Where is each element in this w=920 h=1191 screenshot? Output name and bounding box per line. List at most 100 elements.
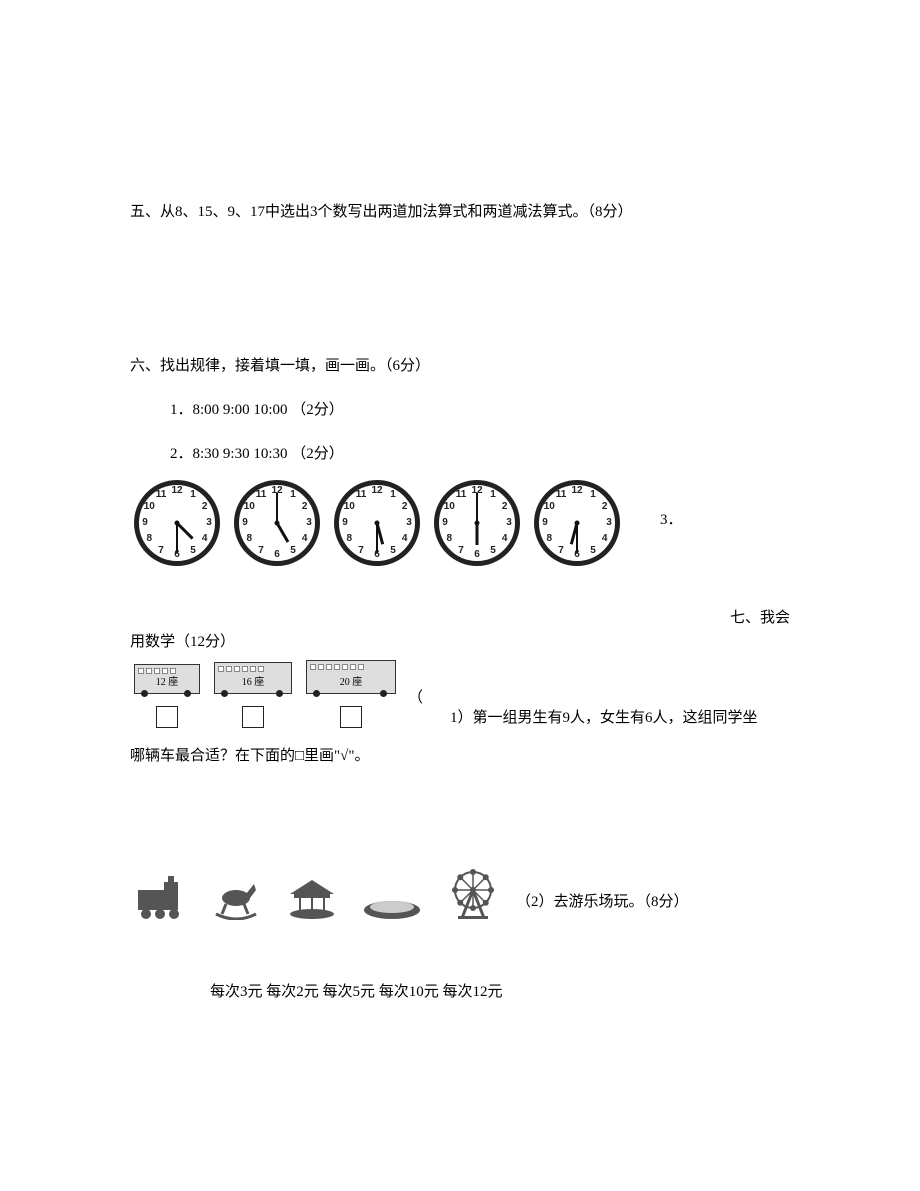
minute-hand [276,493,278,523]
clock-number: 2 [602,499,608,515]
clock-number: 5 [390,543,396,559]
clock-number: 10 [444,499,455,515]
toy-train-icon [134,876,188,920]
clock-number: 11 [456,487,467,503]
clock-number: 6 [274,547,280,563]
clock-number: 5 [490,543,496,559]
clock-number: 11 [356,487,367,503]
clock-number: 1 [490,487,496,503]
bus-label: 16 座 [242,675,265,691]
clock-4: 123456789101112 [434,480,520,566]
minute-hand [476,493,478,523]
clock-number: 3 [406,515,412,531]
prices-row: 每次3元 每次2元 每次5元 每次10元 每次12元 [130,980,790,1004]
clock-number: 10 [344,499,355,515]
clock-number: 2 [302,499,308,515]
clock-number: 1 [190,487,196,503]
clock-number: 7 [258,543,264,559]
clock-center [475,521,480,526]
bus-option-3: 20 座 [306,660,396,728]
q7-head-cont: 用数学（12分） [130,630,790,654]
clock-number: 2 [202,499,208,515]
open-paren: （ [408,686,423,710]
clock-number: 12 [571,483,582,499]
clock-center [375,521,380,526]
clock-number: 4 [502,531,508,547]
q6-sub2: 2．8:30 9:30 10:30 （2分） [130,442,790,466]
minute-hand [576,523,578,553]
clock-number: 1 [590,487,596,503]
clock-number: 8 [447,531,453,547]
minute-hand [176,523,178,553]
clock-number: 11 [556,487,567,503]
checkbox[interactable] [242,706,264,728]
clock-number: 6 [474,547,480,563]
checkbox[interactable] [156,706,178,728]
clock-number: 12 [371,483,382,499]
q7-sub2-text: （2）去游乐场玩。（8分） [516,890,689,914]
q5-text: 五、从8、15、9、17中选出3个数写出两道加法算式和两道减法算式。（8分） [130,200,790,224]
minute-hand [376,523,378,553]
carousel-icon [284,878,340,920]
bus-icon: 16 座 [214,662,292,694]
clock-center [275,521,280,526]
clock-number: 4 [302,531,308,547]
question-5: 五、从8、15、9、17中选出3个数写出两道加法算式和两道减法算式。（8分） [130,200,790,224]
clock-number: 7 [558,543,564,559]
clock-number: 11 [256,487,267,503]
clock-number: 3 [306,515,312,531]
clock-number: 7 [158,543,164,559]
clock-number: 4 [602,531,608,547]
clocks-row: 1234567891011121234567891011121234567891… [134,480,620,566]
ferris-wheel-icon [444,868,502,920]
rocking-horse-icon [210,878,262,920]
clock-number: 10 [244,499,255,515]
clock-3: 123456789101112 [334,480,420,566]
clock-number: 9 [542,515,548,531]
clock-center [575,521,580,526]
clock-number: 8 [347,531,353,547]
clock-number: 10 [144,499,155,515]
bus-option-2: 16 座 [214,662,292,728]
clock-number: 3 [206,515,212,531]
clock-number: 8 [547,531,553,547]
bus-icon: 20 座 [306,660,396,694]
q6-sub1: 1．8:00 9:00 10:00 （2分） [130,398,790,422]
clock-number: 12 [171,483,182,499]
clock-number: 4 [402,531,408,547]
clock-number: 2 [502,499,508,515]
clock-number: 9 [242,515,248,531]
bumper-boat-icon [362,890,422,920]
clock-2: 123456789101112 [234,480,320,566]
clock-number: 7 [358,543,364,559]
clock-number: 5 [590,543,596,559]
bus-row: 12 座 16 座 20 座 [134,660,396,728]
clock-number: 11 [156,487,167,503]
clock-center [175,521,180,526]
bus-icon: 12 座 [134,664,200,694]
q7-sub1-text: 1）第一组男生有9人，女生有6人，这组同学坐 [450,710,758,726]
clock-number: 5 [290,543,296,559]
checkbox[interactable] [340,706,362,728]
clock-number: 1 [290,487,296,503]
hour-hand [476,523,479,545]
q6-sub3-label: 3． [660,508,683,532]
clock-number: 3 [606,515,612,531]
q7-sub1-cont: 哪辆车最合适？在下面的□里画"√"。 [130,748,370,764]
clock-number: 10 [544,499,555,515]
clock-number: 8 [247,531,253,547]
clock-number: 8 [147,531,153,547]
clock-number: 9 [442,515,448,531]
clock-number: 5 [190,543,196,559]
q7-head: 七、我会 [130,606,790,630]
bus-label: 12 座 [156,675,179,691]
clock-number: 9 [142,515,148,531]
q6-text: 六、找出规律，接着填一填，画一画。（6分） [130,354,790,378]
question-6: 六、找出规律，接着填一填，画一画。（6分） 1．8:00 9:00 10:00 … [130,354,790,566]
clock-number: 2 [402,499,408,515]
bus-label: 20 座 [340,675,363,691]
clock-number: 1 [390,487,396,503]
clock-1: 123456789101112 [134,480,220,566]
clock-number: 3 [506,515,512,531]
clock-number: 4 [202,531,208,547]
